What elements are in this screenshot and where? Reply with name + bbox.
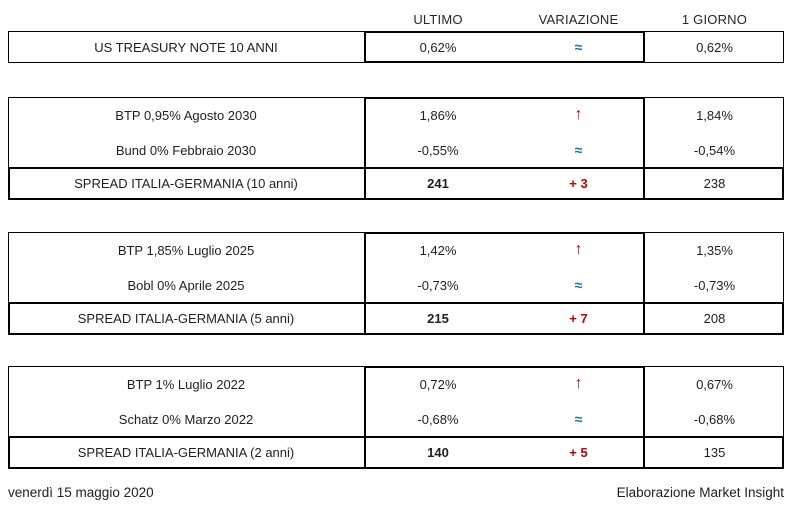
spread-row: SPREAD ITALIA-GERMANIA (10 anni) 241 + 3… [8,167,784,200]
ultimo-value: 215 [427,311,449,326]
bond-spread-report: ULTIMO VARIAZIONE 1 GIORNO US TREASURY N… [8,8,786,500]
up-arrow-icon: ↑ [574,106,583,123]
bond-group: US TREASURY NOTE 10 ANNI 0,62% ≈ 0,62% [8,31,784,63]
row-label: SPREAD ITALIA-GERMANIA (2 anni) [77,445,295,460]
ultimo-value: -0,55% [417,142,459,158]
report-credit: Elaborazione Market Insight [616,485,784,500]
column-header-ultimo: ULTIMO [413,12,463,27]
table-row: Schatz 0% Marzo 2022 -0,68% ≈ -0,68% [8,402,784,436]
row-label: Bund 0% Febbraio 2030 [115,142,257,158]
one-day-value: -0,73% [693,277,736,293]
variation-value: + 5 [569,445,588,460]
ultimo-value: 1,86% [419,107,457,123]
one-day-value: 1,35% [696,242,733,258]
row-label: BTP 0,95% Agosto 2030 [115,107,257,123]
table-groups: US TREASURY NOTE 10 ANNI 0,62% ≈ 0,62% B… [8,31,786,469]
row-label: US TREASURY NOTE 10 ANNI [94,39,278,55]
row-label: Schatz 0% Marzo 2022 [118,411,254,427]
approx-equal-icon: ≈ [574,411,583,427]
table-header: ULTIMO VARIAZIONE 1 GIORNO [8,8,784,31]
row-label: Bobl 0% Aprile 2025 [127,277,245,293]
column-header-variazione: VARIAZIONE [538,12,619,27]
footer: venerdì 15 maggio 2020 Elaborazione Mark… [8,485,784,500]
bond-group: BTP 0,95% Agosto 2030 1,86% ↑ 1,84% Bund… [8,97,784,200]
spread-row: SPREAD ITALIA-GERMANIA (5 anni) 215 + 7 … [8,302,784,335]
one-day-value: -0,54% [693,142,736,158]
table-row: BTP 0,95% Agosto 2030 1,86% ↑ 1,84% [8,97,784,133]
table-row: US TREASURY NOTE 10 ANNI 0,62% ≈ 0,62% [8,31,784,63]
variation-value: + 7 [569,311,588,326]
up-arrow-icon: ↑ [574,375,583,392]
one-day-value: -0,68% [693,411,736,427]
one-day-value: 1,84% [696,107,733,123]
bond-group: BTP 1,85% Luglio 2025 1,42% ↑ 1,35% Bobl… [8,232,784,335]
ultimo-value: 140 [427,445,449,460]
approx-equal-icon: ≈ [574,39,583,55]
ultimo-value: 241 [427,176,449,191]
up-arrow-icon: ↑ [574,241,583,258]
approx-equal-icon: ≈ [574,142,583,158]
row-label: BTP 1,85% Luglio 2025 [117,242,255,258]
ultimo-value: 1,42% [419,242,457,258]
table-row: Bobl 0% Aprile 2025 -0,73% ≈ -0,73% [8,268,784,302]
ultimo-value: 0,62% [419,39,457,55]
ultimo-value: -0,68% [417,411,459,427]
ultimo-value: 0,72% [419,376,457,392]
row-label: SPREAD ITALIA-GERMANIA (5 anni) [77,311,295,326]
one-day-value: 0,62% [696,39,733,55]
variation-value: + 3 [569,176,588,191]
row-label: SPREAD ITALIA-GERMANIA (10 anni) [74,176,298,191]
table-row: Bund 0% Febbraio 2030 -0,55% ≈ -0,54% [8,133,784,167]
one-day-value: 0,67% [696,376,733,392]
table-row: BTP 1,85% Luglio 2025 1,42% ↑ 1,35% [8,232,784,268]
one-day-value: 135 [703,445,726,460]
one-day-value: 208 [703,311,726,326]
spread-row: SPREAD ITALIA-GERMANIA (2 anni) 140 + 5 … [8,436,784,469]
report-date: venerdì 15 maggio 2020 [8,485,154,500]
ultimo-value: -0,73% [417,277,459,293]
table-row: BTP 1% Luglio 2022 0,72% ↑ 0,67% [8,366,784,402]
row-label: BTP 1% Luglio 2022 [126,376,246,392]
bond-group: BTP 1% Luglio 2022 0,72% ↑ 0,67% Schatz … [8,366,784,469]
column-header-1-giorno: 1 GIORNO [681,12,748,27]
one-day-value: 238 [703,176,726,191]
approx-equal-icon: ≈ [574,277,583,293]
